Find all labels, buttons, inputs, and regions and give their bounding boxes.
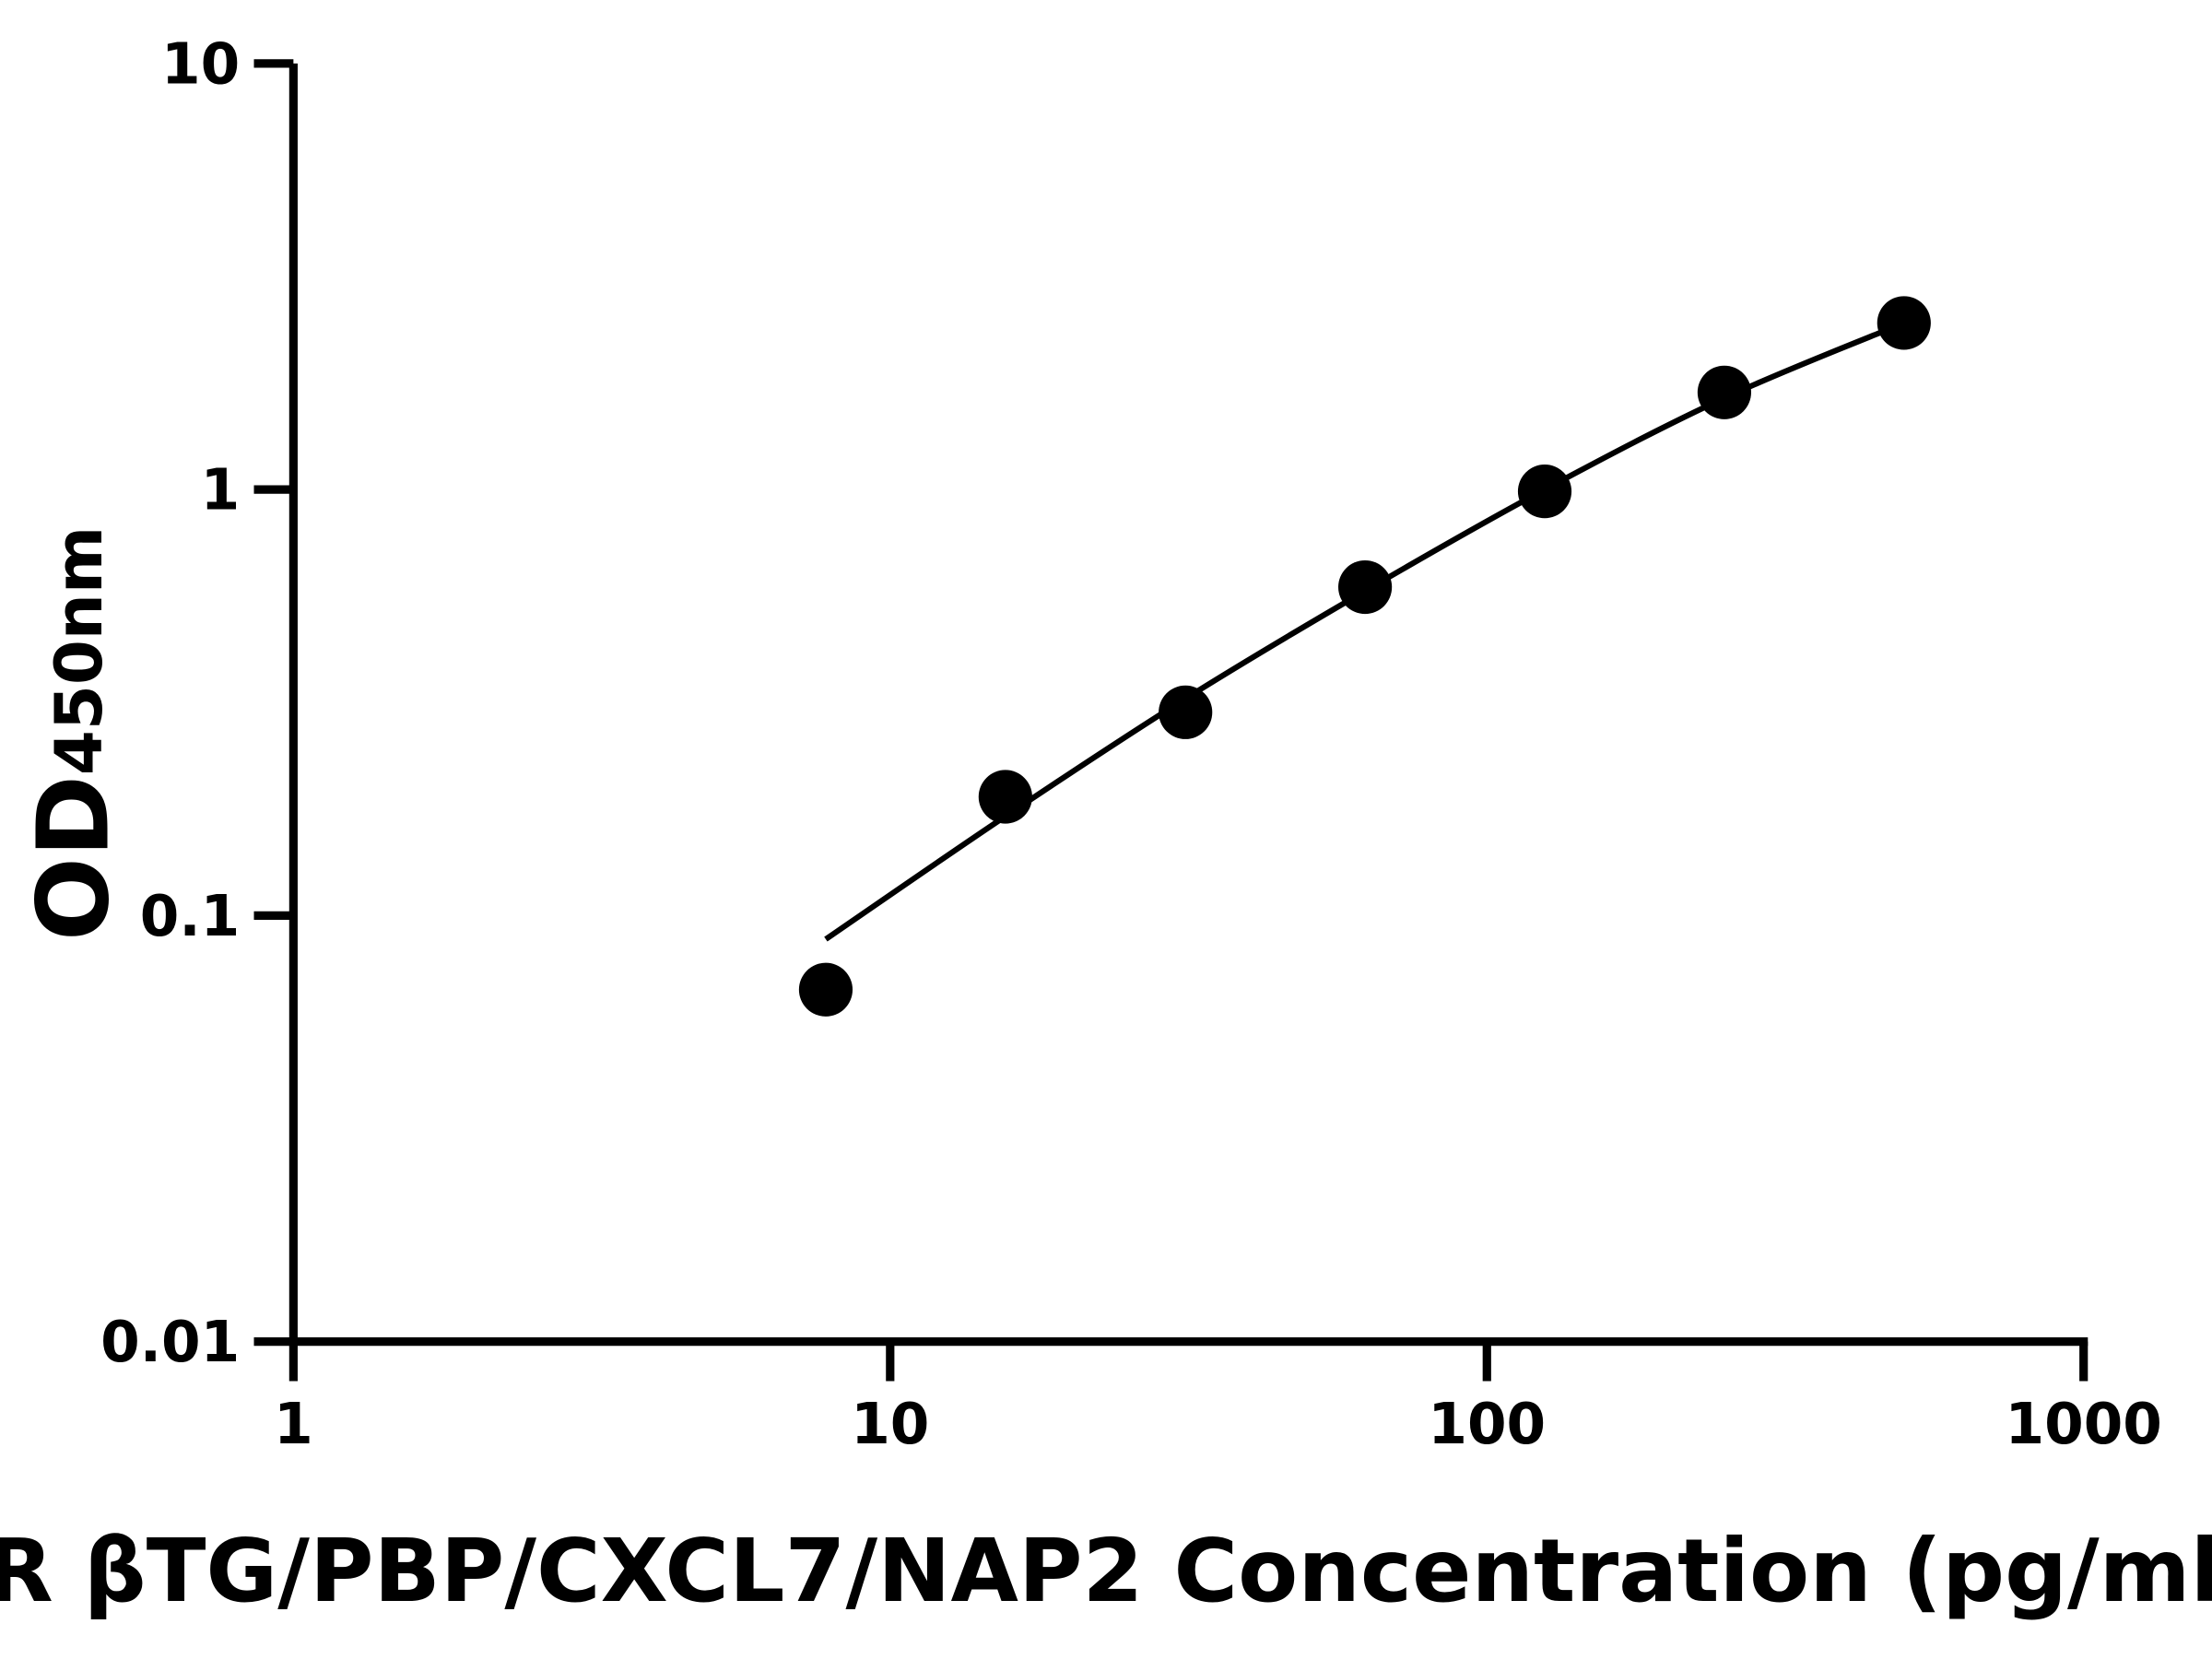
data-point — [1159, 685, 1213, 739]
y-tick-label: 1 — [201, 458, 241, 524]
x-tick-label: 100 — [1428, 1392, 1546, 1457]
y-tick-label: 10 — [161, 31, 240, 97]
y-axis-label-main: OD — [17, 775, 131, 941]
y-axis-label: OD450nm — [17, 526, 131, 941]
data-point — [798, 962, 853, 1017]
y-tick-label: 0.01 — [100, 1310, 240, 1375]
data-point — [1338, 559, 1393, 615]
x-tick-label: 10 — [851, 1392, 929, 1457]
x-tick-label: 1 — [274, 1392, 313, 1457]
x-axis-label: R βTG/PBP/CXCL7/NAP2 Concentration (pg/m… — [0, 1521, 2212, 1622]
x-tick-label: 1000 — [2006, 1392, 2162, 1457]
y-axis-label-sub: 450nm — [41, 526, 117, 775]
y-tick-label: 0.1 — [140, 884, 240, 949]
fit-curve — [824, 320, 1905, 942]
